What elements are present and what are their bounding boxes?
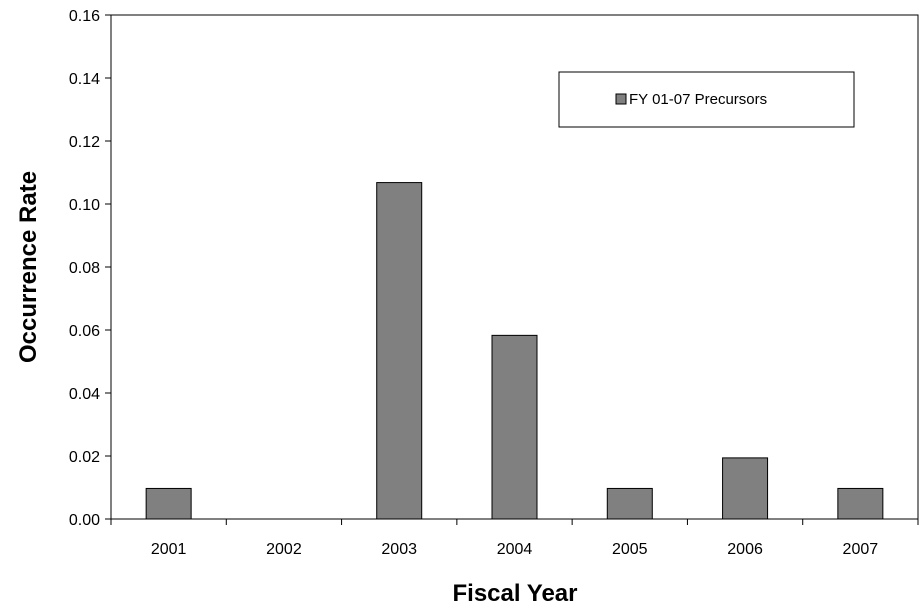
- bar-series: [145, 182, 884, 520]
- legend-box: [558, 71, 855, 128]
- y-tick-label: 0.14: [69, 71, 100, 88]
- bar-2003: [376, 182, 423, 520]
- x-tick-label: 2006: [727, 541, 763, 558]
- y-tick-label: 0.02: [69, 449, 100, 466]
- bar-2004: [491, 334, 538, 520]
- y-tick-label: 0.00: [69, 512, 100, 529]
- y-tick-label: 0.12: [69, 134, 100, 151]
- x-tick-label: 2002: [266, 541, 302, 558]
- bar-2001: [145, 487, 192, 520]
- x-tick-label: 2001: [151, 541, 187, 558]
- legend: FY 01-07 Precursors: [558, 71, 855, 128]
- legend-swatch: [615, 93, 627, 105]
- bar-2007: [837, 487, 884, 520]
- y-tick-label: 0.10: [69, 197, 100, 214]
- y-axis-title: Occurrence Rate: [15, 171, 42, 363]
- x-axis-title: Fiscal Year: [453, 580, 578, 607]
- legend-label: FY 01-07 Precursors: [629, 91, 767, 108]
- x-tick-label: 2003: [381, 541, 417, 558]
- x-tick-label: 2005: [612, 541, 648, 558]
- y-axis: 0.00 0.02 0.04 0.06 0.08 0.10 0.12 0.14 0.16: [69, 8, 111, 529]
- y-tick-label: 0.08: [69, 260, 100, 277]
- x-axis: 2001 2002 2003 2004 2005 2006 2007: [110, 519, 919, 558]
- x-tick-label: 2007: [843, 541, 879, 558]
- y-tick-label: 0.16: [69, 8, 100, 25]
- x-tick-label: 2004: [497, 541, 533, 558]
- y-tick-label: 0.06: [69, 323, 100, 340]
- bar-2005: [606, 487, 653, 520]
- bar-2006: [722, 457, 769, 520]
- y-tick-label: 0.04: [69, 386, 100, 403]
